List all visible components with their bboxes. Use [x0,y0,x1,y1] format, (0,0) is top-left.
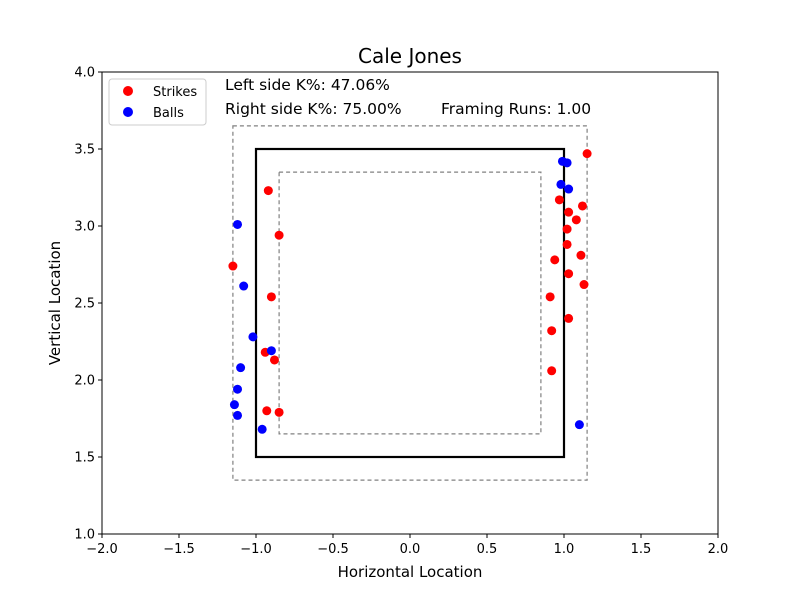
strikes-point [576,250,586,260]
framing-runs-annotation: Framing Runs: 1.00 [441,100,591,118]
strikes-point [547,326,557,336]
y-tick-label: 3.5 [74,143,95,158]
legend-marker-balls [123,107,133,117]
balls-point [556,179,566,189]
strikes-point [269,355,279,365]
y-tick-label: 4.0 [74,66,95,81]
x-tick-label: −0.5 [317,542,349,557]
balls-point [233,384,243,394]
plot-area [102,72,718,534]
zone-layer [232,125,588,481]
legend-marker-strikes [123,86,133,96]
strikes-point [266,292,276,302]
x-tick-label: −2.0 [86,542,118,557]
strikes-point [579,280,589,290]
y-tick-label: 3.0 [74,220,95,235]
points-layer [228,149,592,434]
balls-point [564,184,574,194]
x-tick-label: 1.5 [631,542,652,557]
strikes-point [554,195,564,205]
x-tick-label: −1.0 [240,542,272,557]
strikes-point [564,207,574,217]
strikes-point [571,215,581,225]
strikes-point [564,269,574,279]
balls-point [236,363,246,373]
strikes-point [550,255,560,265]
chart-title: Cale Jones [358,44,462,68]
y-tick-label: 2.5 [74,297,95,312]
strikes-point [545,292,555,302]
balls-point [562,158,572,168]
right-k-annotation: Right side K%: 75.00% [225,100,402,118]
y-axis-label: Vertical Location [46,241,64,365]
balls-point [233,219,243,229]
legend-box [108,78,207,126]
legend: Strikes Balls [108,78,207,126]
strikes-point [262,406,272,416]
y-tick-label: 1.0 [74,528,95,543]
strikes-point [562,239,572,249]
strikes-point [274,230,284,240]
balls-point [266,346,276,356]
x-tick-label: 2.0 [708,542,729,557]
strikes-point [263,186,273,196]
balls-point [229,400,239,410]
legend-label-strikes: Strikes [153,85,197,100]
y-tick-label: 2.0 [74,374,95,389]
strikes-point [274,407,284,417]
y-tick-label: 1.5 [74,451,95,466]
strikes-point [582,149,592,159]
balls-point [574,420,584,430]
x-tick-label: 0.0 [400,542,421,557]
strikes-point [228,261,238,271]
balls-point [239,281,249,291]
x-tick-label: −1.5 [163,542,195,557]
x-axis-label: Horizontal Location [338,563,483,581]
balls-point [257,424,267,434]
balls-point [233,410,243,420]
left-k-annotation: Left side K%: 47.06% [225,76,390,94]
x-tick-label: 0.5 [477,542,498,557]
strikes-point [562,224,572,234]
strikes-point [577,201,587,211]
x-tick-label: 1.0 [554,542,575,557]
x-axis: −2.0 −1.5 −1.0 −0.5 0.0 0.5 1.0 1.5 2.0 [86,534,728,557]
strike-zone [254,147,566,459]
strikes-point [547,366,557,376]
inner-zone [278,171,542,435]
legend-label-balls: Balls [153,106,184,121]
y-axis: 1.0 1.5 2.0 2.5 3.0 3.5 4.0 [74,66,102,543]
strikes-point [564,313,574,323]
balls-point [248,332,258,342]
outer-zone [232,125,588,481]
